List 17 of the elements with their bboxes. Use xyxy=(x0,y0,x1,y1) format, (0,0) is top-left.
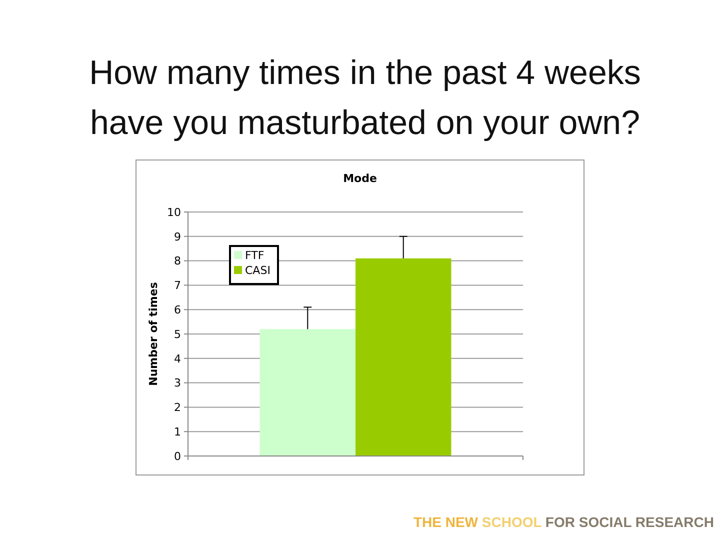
chart-title: How many times in the past 4 weeks have you masturbated on your own? xyxy=(89,54,641,142)
y-axis-title: Number of times xyxy=(147,282,160,386)
y-tick-label: 4 xyxy=(174,352,181,366)
y-tick-label: 10 xyxy=(167,206,181,219)
legend-label: FTF xyxy=(245,248,264,262)
legend-label: CASI xyxy=(245,264,270,277)
y-tick-label: 2 xyxy=(174,401,181,414)
y-tick-label: 3 xyxy=(174,376,181,390)
y-tick-label: 1 xyxy=(174,425,181,438)
y-tick-label: 9 xyxy=(174,230,181,244)
y-tick-label: 6 xyxy=(174,303,181,316)
y-tick-label: 0 xyxy=(174,450,181,463)
y-tick-label: 8 xyxy=(174,254,181,268)
text: THE NEW SCHOOL FOR SOCIAL RESEARCH xyxy=(413,514,714,530)
y-tick-label: 5 xyxy=(174,328,181,341)
y-tick-label: 7 xyxy=(174,279,181,292)
chart-subtitle: Mode xyxy=(343,172,377,185)
